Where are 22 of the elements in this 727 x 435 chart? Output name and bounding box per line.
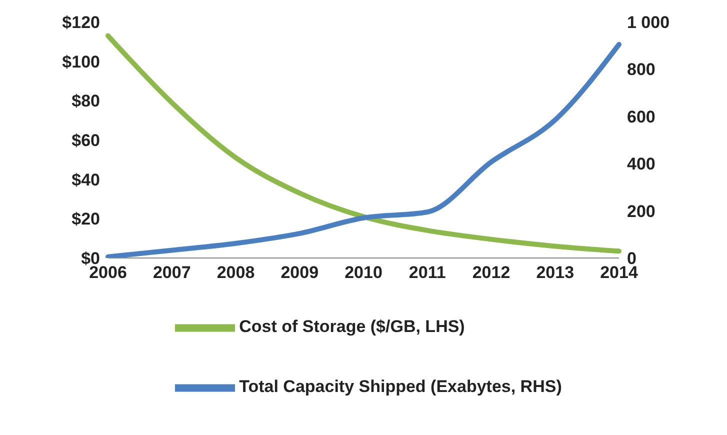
y-tick-label: $80 [72, 92, 100, 111]
x-tick-label: 2011 [408, 263, 446, 282]
x-tick-label: 2009 [280, 263, 319, 282]
legend-label: Cost of Storage ($/GB, LHS) [239, 317, 465, 336]
x-tick-label: 2012 [472, 263, 510, 282]
x-tick-label: 2006 [89, 263, 127, 282]
x-tick-label: 2008 [216, 263, 255, 282]
y-tick-label: $100 [62, 52, 100, 72]
y-tick-label: $60 [72, 131, 100, 150]
y-tick-label: $20 [72, 210, 100, 229]
y-tick-label: $120 [62, 13, 100, 32]
y2-tick-label: 800 [627, 60, 656, 80]
y2-tick-label: 600 [627, 107, 656, 126]
y2-tick-label: 200 [627, 202, 656, 221]
x-tick-label: 2010 [344, 263, 382, 282]
x-tick-label: 2014 [600, 263, 638, 282]
x-tick-label: 2013 [536, 263, 574, 282]
y2-tick-label: 400 [627, 154, 656, 174]
y-tick-label: $40 [72, 170, 100, 190]
x-tick-label: 2007 [152, 263, 191, 282]
y2-tick-label: 1 000 [627, 13, 670, 32]
legend-label: Total Capacity Shipped (Exabytes, RHS) [239, 377, 562, 396]
